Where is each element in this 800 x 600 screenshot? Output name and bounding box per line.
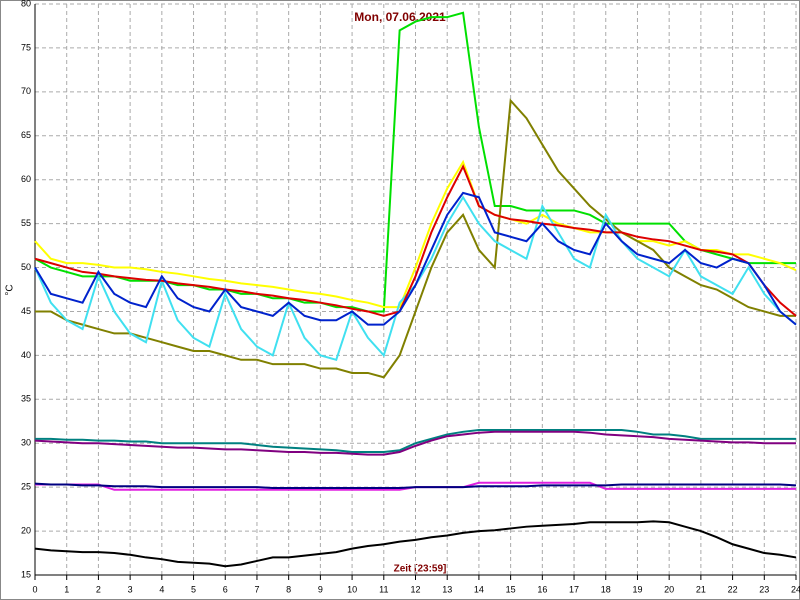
x-tick-label: 22 <box>728 584 738 594</box>
x-tick-label: 14 <box>474 584 484 594</box>
y-axis-label: °C <box>5 284 16 295</box>
x-tick-label: 12 <box>410 584 420 594</box>
x-tick-label: 21 <box>696 584 706 594</box>
x-tick-label: 16 <box>537 584 547 594</box>
x-tick-label: 23 <box>759 584 769 594</box>
y-tick-label: 65 <box>21 130 31 140</box>
x-tick-label: 11 <box>379 584 388 594</box>
chart-title: Mon, 07.06.2021 <box>354 10 446 24</box>
y-tick-label: 40 <box>21 350 31 360</box>
x-tick-label: 24 <box>791 584 800 594</box>
y-tick-label: 30 <box>21 438 31 448</box>
y-tick-label: 80 <box>21 0 31 8</box>
x-tick-label: 1 <box>64 584 69 594</box>
x-tick-label: 18 <box>601 584 611 594</box>
y-tick-label: 20 <box>21 525 31 535</box>
y-tick-label: 15 <box>21 569 31 579</box>
x-tick-label: 20 <box>664 584 674 594</box>
series-line <box>34 482 797 490</box>
series-line <box>35 429 796 454</box>
y-tick-label: 25 <box>21 482 31 492</box>
series-line <box>35 98 796 379</box>
x-tick-label: 19 <box>632 584 642 594</box>
y-tick-label: 35 <box>21 394 31 404</box>
x-tick-label: 17 <box>569 584 579 594</box>
y-tick-label: 60 <box>21 174 31 184</box>
y-tick-label: 50 <box>21 262 31 272</box>
y-tick-label: 70 <box>21 86 31 96</box>
x-tick-label: 10 <box>347 584 357 594</box>
x-tick-label: 7 <box>254 584 259 594</box>
x-tick-label: 5 <box>191 584 196 594</box>
x-tick-label: 8 <box>286 584 291 594</box>
series-line <box>34 164 797 317</box>
x-tick-label: 15 <box>506 584 516 594</box>
y-tick-label: 75 <box>21 42 31 52</box>
series-line <box>34 159 797 309</box>
x-tick-label: 4 <box>159 584 164 594</box>
x-tick-label: 2 <box>96 584 101 594</box>
x-tick-label: 9 <box>318 584 323 594</box>
x-tick-label: 0 <box>32 584 37 594</box>
series-line <box>34 191 797 326</box>
x-axis-label: Zeit [23:59] <box>394 564 447 575</box>
y-tick-label: 45 <box>21 306 31 316</box>
series-line <box>34 430 796 456</box>
x-tick-label: 6 <box>223 584 228 594</box>
x-tick-label: 13 <box>442 584 452 594</box>
y-tick-label: 55 <box>21 218 31 228</box>
x-tick-label: 3 <box>128 584 133 594</box>
series-line <box>34 520 797 568</box>
